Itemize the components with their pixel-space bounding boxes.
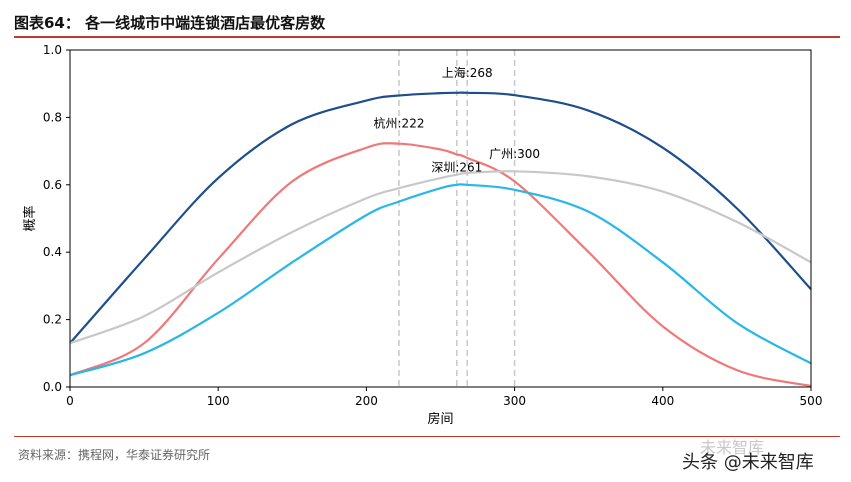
y-tick-label-3: 0.6 — [43, 178, 62, 192]
source-note: 资料来源：携程网，华泰证券研究所 — [18, 448, 211, 462]
y-axis-label: 概率 — [22, 205, 38, 231]
y-tick-label-5: 1.0 — [43, 43, 62, 57]
title-bar: 图表64： 各一线城市中端连锁酒店最优客房数 — [14, 8, 840, 38]
watermark: 头条 @未来智库 — [682, 452, 814, 473]
series-line-2 — [69, 170, 812, 345]
footer-rule — [14, 436, 840, 437]
axes-frame — [69, 49, 812, 388]
y-tick-label-4: 0.8 — [43, 110, 62, 124]
y-tick-label-0: 0.0 — [43, 380, 62, 394]
x-tick-label-5: 500 — [800, 394, 823, 408]
x-tick-label-3: 300 — [503, 394, 526, 408]
annotation-3: 深圳:261 — [431, 160, 482, 174]
x-tick-label-1: 100 — [207, 394, 230, 408]
x-tick-label-2: 200 — [355, 394, 378, 408]
series-line-0 — [69, 91, 812, 344]
page-title: 图表64： 各一线城市中端连锁酒店最优客房数 — [14, 14, 326, 32]
plot-area: 0 100 200 300 400 500 0.0 0.2 0.4 0.6 0.8 1.0 房间 概率 上海… — [22, 43, 822, 427]
annotation-1: 杭州:222 — [374, 116, 425, 131]
x-axis-label: 房间 — [427, 411, 453, 427]
y-tick-label-1: 0.2 — [43, 313, 62, 327]
x-tick-label-0: 0 — [66, 394, 74, 408]
y-tick-label-2: 0.4 — [43, 245, 62, 259]
x-tick-label-4: 400 — [651, 394, 674, 408]
annotation-0: 上海:268 — [442, 65, 493, 80]
series-line-1 — [69, 142, 812, 388]
watermark-faint: 未来智库 — [700, 438, 765, 457]
annotation-2: 广州:300 — [489, 147, 540, 161]
series-line-3 — [69, 183, 812, 377]
